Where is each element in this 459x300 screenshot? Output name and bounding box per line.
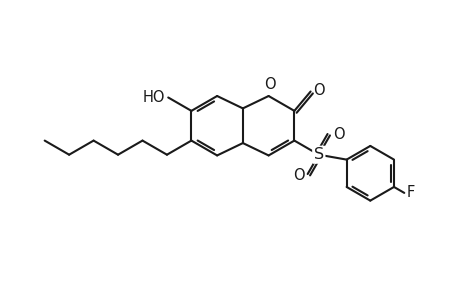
Text: HO: HO [142, 90, 165, 105]
Text: O: O [332, 127, 344, 142]
Text: O: O [263, 77, 275, 92]
Text: O: O [292, 167, 304, 182]
Text: F: F [405, 185, 414, 200]
Text: S: S [313, 147, 323, 162]
Text: O: O [313, 83, 325, 98]
